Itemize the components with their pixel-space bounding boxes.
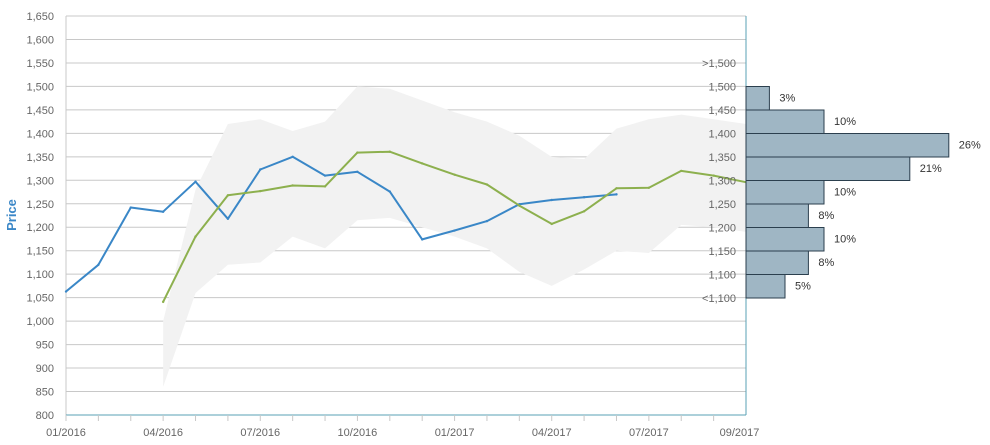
forecast-point <box>680 169 683 173</box>
forecast-point <box>323 185 327 188</box>
histogram-bar <box>745 109 825 134</box>
forecast-point <box>194 235 197 238</box>
y-tick-label: 1,650 <box>26 11 54 23</box>
histogram-bar <box>745 180 825 205</box>
x-tick-label: 01/2017 <box>435 427 475 439</box>
actual-point <box>161 210 165 213</box>
histogram-bar <box>745 227 825 252</box>
actual-point <box>226 217 230 220</box>
histogram-pct-label: 8% <box>818 210 834 222</box>
forecast-point <box>550 222 553 226</box>
y-tick-label: 1,100 <box>26 269 54 281</box>
histogram-pct-label: 10% <box>834 116 856 128</box>
y-tick-label: 850 <box>36 387 54 399</box>
actual-point <box>129 206 132 209</box>
y-tick-label: 1,000 <box>26 316 54 328</box>
histogram-pct-label: 8% <box>818 257 834 269</box>
actual-line <box>65 155 617 293</box>
histogram-bin-label: 1,350 <box>708 152 736 164</box>
y-tick-label: 1,600 <box>26 34 54 46</box>
histogram-bar <box>745 133 950 158</box>
y-tick-label: 1,400 <box>26 128 54 140</box>
actual-point <box>323 174 327 177</box>
actual-point <box>453 229 456 232</box>
forecast-point <box>420 162 424 165</box>
range-band-area <box>163 86 747 387</box>
x-tick-label: 04/2016 <box>143 427 183 439</box>
actual-point <box>291 155 294 159</box>
x-tick-label: 01/2016 <box>46 427 86 439</box>
histogram-pct-label: 10% <box>834 234 856 246</box>
distribution-histogram: >1,500 1,500 3% 1,450 10% 1,400 26% 1,350 21% 1,3… <box>702 58 981 305</box>
actual-point <box>485 219 489 223</box>
actual-point <box>64 290 68 293</box>
x-tick-labels: 01/2016 04/2016 07/2016 10/2016 01/2017 04/20… <box>46 427 759 439</box>
histogram-bar <box>745 250 809 275</box>
price-series <box>64 150 748 304</box>
forecast-point <box>226 194 230 197</box>
forecast-point <box>647 186 651 190</box>
x-tick-label: 07/2017 <box>629 427 669 439</box>
histogram-bin-label: 1,150 <box>708 246 736 258</box>
histogram-bin-label: 1,250 <box>708 199 736 211</box>
histogram-bin-label: 1,200 <box>708 223 736 235</box>
histogram-bar <box>745 86 770 111</box>
forecast-point <box>615 187 618 190</box>
histogram-bin-label: 1,100 <box>708 270 736 282</box>
forecast-point <box>291 184 294 187</box>
actual-point <box>582 195 586 199</box>
y-tick-label: 950 <box>36 340 54 352</box>
y-tick-label: 1,500 <box>26 81 54 93</box>
actual-point <box>550 198 553 202</box>
y-tick-label: 1,200 <box>26 222 54 234</box>
y-tick-label: 1,550 <box>26 58 54 70</box>
y-tick-label: 1,450 <box>26 105 54 117</box>
forecast-point <box>582 210 586 213</box>
actual-point <box>259 168 262 171</box>
forecast-point <box>356 151 359 154</box>
forecast-range-band <box>163 86 747 387</box>
forecast-point <box>453 173 456 176</box>
histogram-bin-label: 1,500 <box>708 82 736 94</box>
y-tick-labels: 800 850 900 950 1,000 1,050 1,100 1,150 1,200 1,2… <box>26 11 54 422</box>
x-tick-label: 10/2016 <box>338 427 378 439</box>
histogram-pct-label: 3% <box>779 93 795 105</box>
histogram-bar <box>745 203 809 228</box>
histogram-bar <box>745 156 911 181</box>
histogram-pct-label: 21% <box>920 163 942 175</box>
histogram-bin-label: 1,300 <box>708 176 736 188</box>
y-tick-label: 1,050 <box>26 293 54 305</box>
y-tick-label: 1,250 <box>26 199 54 211</box>
actual-point <box>97 263 100 266</box>
y-tick-label: 1,150 <box>26 246 54 258</box>
histogram-pct-label: 10% <box>834 187 856 199</box>
histogram-pct-label: 5% <box>795 281 811 293</box>
forecast-point <box>259 189 262 193</box>
histogram-pct-label: 26% <box>959 140 981 152</box>
y-tick-label: 900 <box>36 363 54 375</box>
histogram-bin-label: 1,450 <box>708 105 736 117</box>
forecast-point <box>518 204 521 207</box>
histogram-bin-label: 1,400 <box>708 129 736 141</box>
actual-point <box>615 193 618 196</box>
x-tick-label: 07/2016 <box>240 427 280 439</box>
actual-point <box>420 238 424 241</box>
y-tick-label: 1,300 <box>26 175 54 187</box>
histogram-bar <box>745 274 786 299</box>
forecast-point <box>388 150 392 153</box>
y-tick-label: 800 <box>36 410 54 422</box>
forecast-point <box>485 183 489 186</box>
x-tick-label: 09/2017 <box>720 427 760 439</box>
actual-point <box>356 170 359 174</box>
y-axis-label: Price <box>4 199 19 231</box>
forecast-point <box>712 174 715 177</box>
forecast-point <box>161 300 165 304</box>
y-tick-label: 1,350 <box>26 152 54 164</box>
histogram-bin-label: <1,100 <box>702 293 736 305</box>
histogram-bin-label: >1,500 <box>702 58 736 70</box>
actual-point <box>194 180 197 183</box>
x-tick-label: 04/2017 <box>532 427 572 439</box>
actual-point <box>388 190 392 193</box>
